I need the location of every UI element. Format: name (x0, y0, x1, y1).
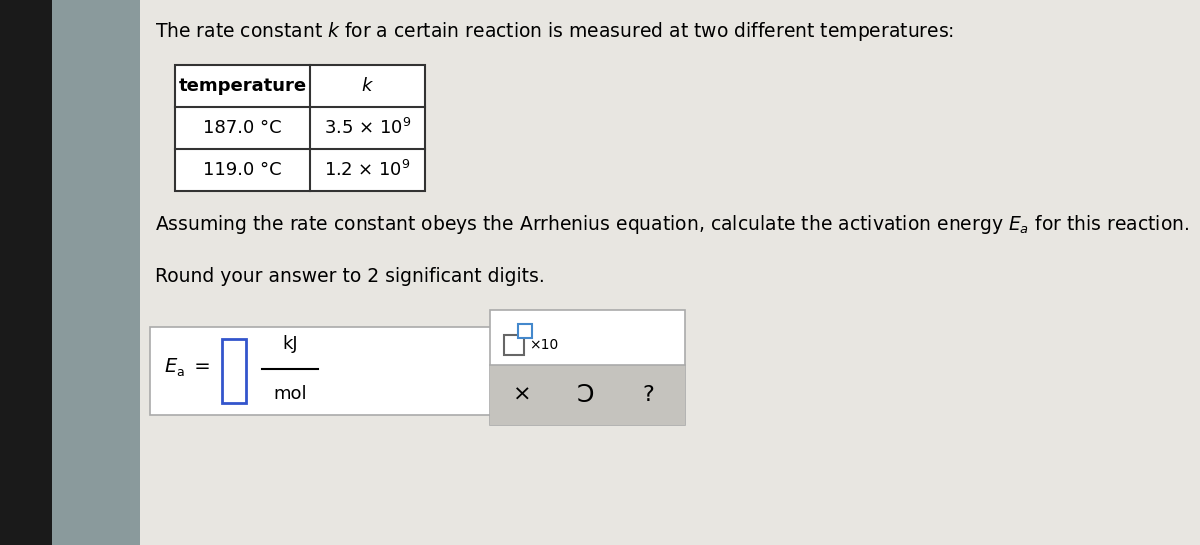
Bar (222, 339, 246, 403)
Text: Assuming the rate constant obeys the Arrhenius equation, calculate the activatio: Assuming the rate constant obeys the Arr… (155, 213, 1189, 236)
Text: 119.0 °C: 119.0 °C (203, 161, 282, 179)
Text: ?: ? (642, 385, 654, 405)
Bar (490, 310, 685, 425)
Text: =: = (188, 358, 211, 377)
Bar (504, 335, 524, 355)
Bar (490, 365, 685, 425)
Bar (150, 327, 510, 415)
Text: Ɔ: Ɔ (576, 383, 594, 407)
Text: ×10: ×10 (529, 338, 558, 352)
Bar (0, 0, 52, 545)
Text: 1.2 × 10$^9$: 1.2 × 10$^9$ (324, 160, 410, 180)
Text: temperature: temperature (179, 77, 306, 95)
Text: kJ: kJ (282, 335, 298, 353)
Bar (52, 0, 140, 545)
Bar (175, 65, 425, 191)
Text: The rate constant $k$ for a certain reaction is measured at two different temper: The rate constant $k$ for a certain reac… (155, 20, 954, 43)
Text: $k$: $k$ (361, 77, 374, 95)
Text: mol: mol (274, 385, 307, 403)
Text: $E$: $E$ (164, 358, 179, 377)
Bar (518, 324, 532, 338)
Text: 187.0 °C: 187.0 °C (203, 119, 282, 137)
Text: a: a (176, 366, 184, 379)
Text: ×: × (512, 385, 532, 405)
Text: Round your answer to 2 significant digits.: Round your answer to 2 significant digit… (155, 267, 545, 286)
Text: 3.5 × 10$^9$: 3.5 × 10$^9$ (324, 118, 412, 138)
